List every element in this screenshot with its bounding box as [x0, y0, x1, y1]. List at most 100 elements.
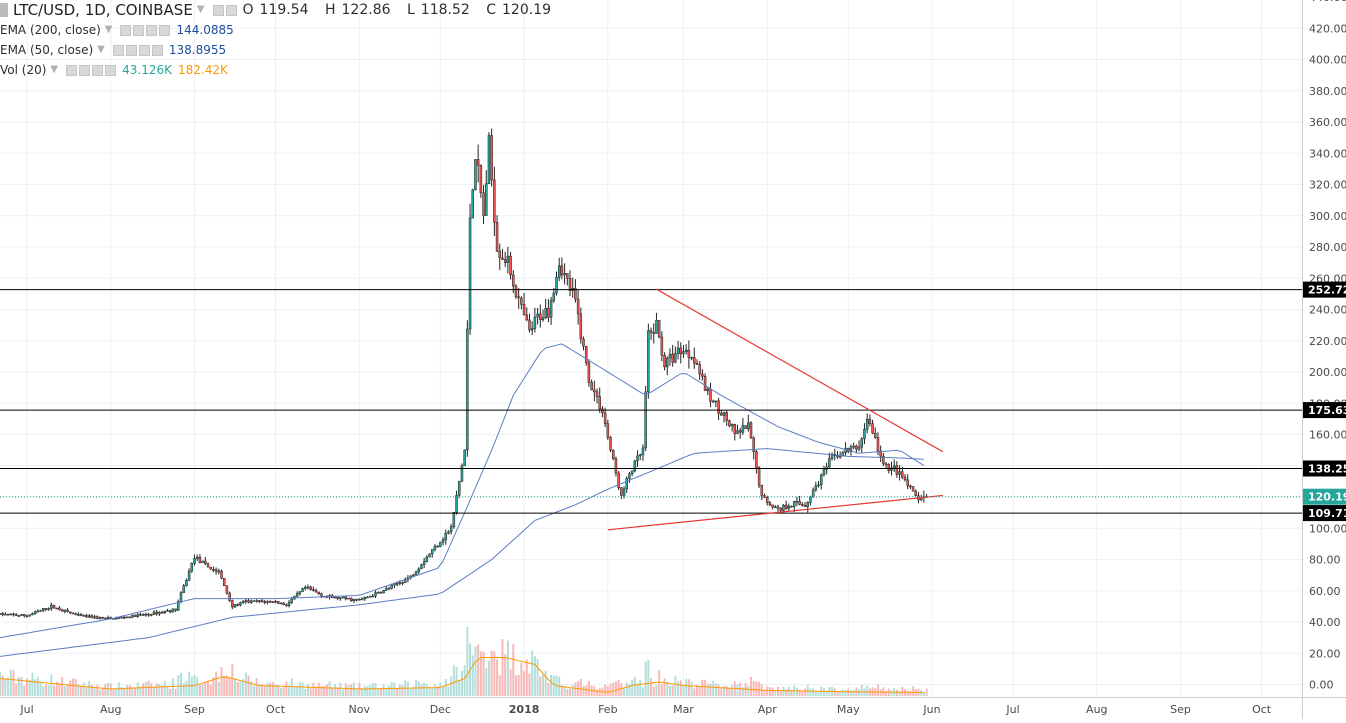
candle-body: [577, 299, 579, 314]
candle-body: [647, 331, 649, 392]
candle-body: [701, 374, 703, 376]
indicator-controls-ema200[interactable]: [120, 25, 170, 36]
candle-body: [899, 472, 901, 475]
volume-bar: [40, 682, 42, 696]
candle-body: [61, 610, 63, 611]
chevron-down-icon[interactable]: ▼: [97, 40, 105, 60]
candle-body: [312, 590, 314, 591]
close-icon[interactable]: [159, 25, 170, 36]
volume-bar: [510, 669, 512, 696]
settings-icon[interactable]: [126, 45, 137, 56]
candle-body: [561, 266, 563, 275]
volume-bar: [547, 683, 549, 696]
visibility-icon[interactable]: [213, 5, 224, 16]
volume-bar: [15, 684, 17, 696]
settings-icon[interactable]: [133, 25, 144, 36]
candle-body: [855, 446, 857, 449]
y-tick-label: 240.00: [1309, 304, 1346, 317]
volume-bar: [293, 686, 295, 696]
volume-bar: [496, 659, 498, 696]
candle-body: [50, 605, 52, 608]
visibility-icon[interactable]: [113, 45, 124, 56]
candle-body: [402, 583, 404, 584]
volume-bar: [129, 685, 131, 696]
candle-body: [40, 610, 42, 611]
volume-bar: [229, 677, 231, 696]
indicator-value-ema50: 138.8955: [169, 40, 226, 60]
candle-body: [447, 532, 449, 533]
volume-bar: [845, 690, 847, 696]
volume-bar: [142, 683, 144, 696]
candle-body: [164, 611, 166, 612]
candle-body: [285, 605, 287, 606]
volume-bar: [166, 686, 168, 696]
symbol-controls[interactable]: [213, 5, 237, 16]
candle-body: [304, 587, 306, 588]
candle-body: [45, 608, 47, 609]
indicator-controls-volume[interactable]: [66, 65, 116, 76]
indicator-label-ema50[interactable]: EMA (50, close): [0, 40, 93, 60]
indicator-label-ema200[interactable]: EMA (200, close): [0, 20, 101, 40]
symbol-title[interactable]: LTC/USD, 1D, COINBASE: [13, 0, 193, 20]
chevron-down-icon[interactable]: ▼: [197, 0, 205, 20]
candle-body: [75, 614, 77, 615]
volume-bar: [393, 682, 395, 696]
candle-body: [180, 593, 182, 602]
settings-icon[interactable]: [79, 65, 90, 76]
volume-bar: [507, 641, 509, 696]
volume-bar: [239, 682, 241, 696]
indicator-controls-ema50[interactable]: [113, 45, 163, 56]
volume-bar: [607, 686, 609, 696]
add-icon[interactable]: [92, 65, 103, 76]
close-icon[interactable]: [105, 65, 116, 76]
indicator-label-volume[interactable]: Vol (20): [0, 60, 46, 80]
volume-bar: [156, 683, 158, 696]
volume-bar: [550, 675, 552, 696]
volume-bar: [596, 689, 598, 696]
candle-body: [296, 593, 298, 596]
volume-bar: [94, 688, 96, 696]
volume-bar: [588, 681, 590, 696]
volume-bar: [610, 684, 612, 696]
volume-bar: [447, 686, 449, 696]
volume-bar: [858, 689, 860, 696]
candle-body: [661, 337, 663, 355]
candle-body: [872, 424, 874, 434]
volume-bar: [248, 675, 250, 696]
volume-bar: [796, 688, 798, 696]
chevron-down-icon[interactable]: ▼: [105, 20, 113, 40]
candle-body: [166, 610, 168, 611]
candle-body: [212, 569, 214, 570]
settings-icon[interactable]: [226, 5, 237, 16]
volume-bar: [310, 688, 312, 696]
add-icon[interactable]: [146, 25, 157, 36]
collapse-icon[interactable]: [0, 3, 8, 17]
volume-bar: [823, 688, 825, 696]
volume-bar: [153, 687, 155, 696]
candle-body: [504, 260, 506, 263]
candle-body: [599, 397, 601, 409]
candle-body: [248, 601, 250, 603]
candle-body: [337, 597, 339, 599]
chevron-down-icon[interactable]: ▼: [50, 60, 58, 80]
candle-body: [126, 617, 128, 618]
candle-body: [820, 475, 822, 485]
visibility-icon[interactable]: [66, 65, 77, 76]
visibility-icon[interactable]: [120, 25, 131, 36]
volume-bar: [450, 677, 452, 696]
x-tick-label: Aug: [1086, 703, 1107, 716]
candle-body: [874, 433, 876, 437]
close-icon[interactable]: [152, 45, 163, 56]
candle-body: [261, 601, 263, 602]
volume-bar: [288, 686, 290, 696]
volume-bar: [318, 683, 320, 696]
candle-body: [291, 599, 293, 602]
volume-bar: [102, 688, 104, 696]
candle-body: [320, 594, 322, 597]
add-icon[interactable]: [139, 45, 150, 56]
candle-body: [777, 507, 779, 508]
candle-body: [791, 506, 793, 507]
volume-bar: [442, 687, 444, 696]
